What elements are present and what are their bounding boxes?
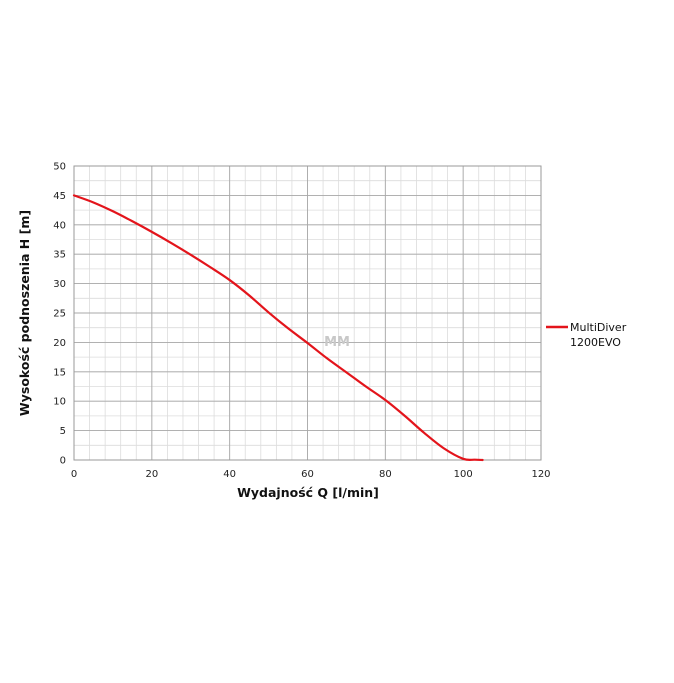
y-tick-label: 20 [53,338,66,349]
x-tick-label: 120 [531,469,550,480]
y-tick-label: 15 [53,367,66,378]
series-layer [72,194,484,462]
x-tick-label: 100 [454,469,473,480]
y-tick-label: 10 [53,397,66,408]
x-tick-label: 60 [301,469,314,480]
plot-area-frame [73,165,542,461]
y-tick-label: 5 [60,426,66,437]
legend-label-line1: MultiDiver [570,321,627,334]
y-tick-label: 40 [53,220,66,231]
watermark-text: MM [324,335,350,350]
y-tick-label: 0 [60,456,66,467]
x-axis-title: Wydajność Q [l/min] [237,485,379,500]
y-tick-label: 45 [53,191,66,202]
legend: MultiDiver 1200EVO [546,321,627,349]
x-axis-tick-labels: 0 20 40 60 80 100 120 [71,469,551,480]
y-tick-label: 25 [53,309,66,320]
x-tick-label: 80 [379,469,392,480]
x-tick-label: 20 [145,469,158,480]
y-tick-label: 50 [53,162,66,173]
y-axis-tick-labels: 0 5 10 15 20 25 30 35 40 45 50 [53,162,66,467]
y-tick-label: 35 [53,250,66,261]
y-tick-label: 30 [53,279,66,290]
y-axis-title: Wysokość podnoszenia H [m] [17,210,32,416]
legend-label-line2: 1200EVO [570,336,621,349]
x-tick-label: 0 [71,469,77,480]
x-tick-label: 40 [223,469,236,480]
series-line-multidiver-1200evo [72,194,484,462]
